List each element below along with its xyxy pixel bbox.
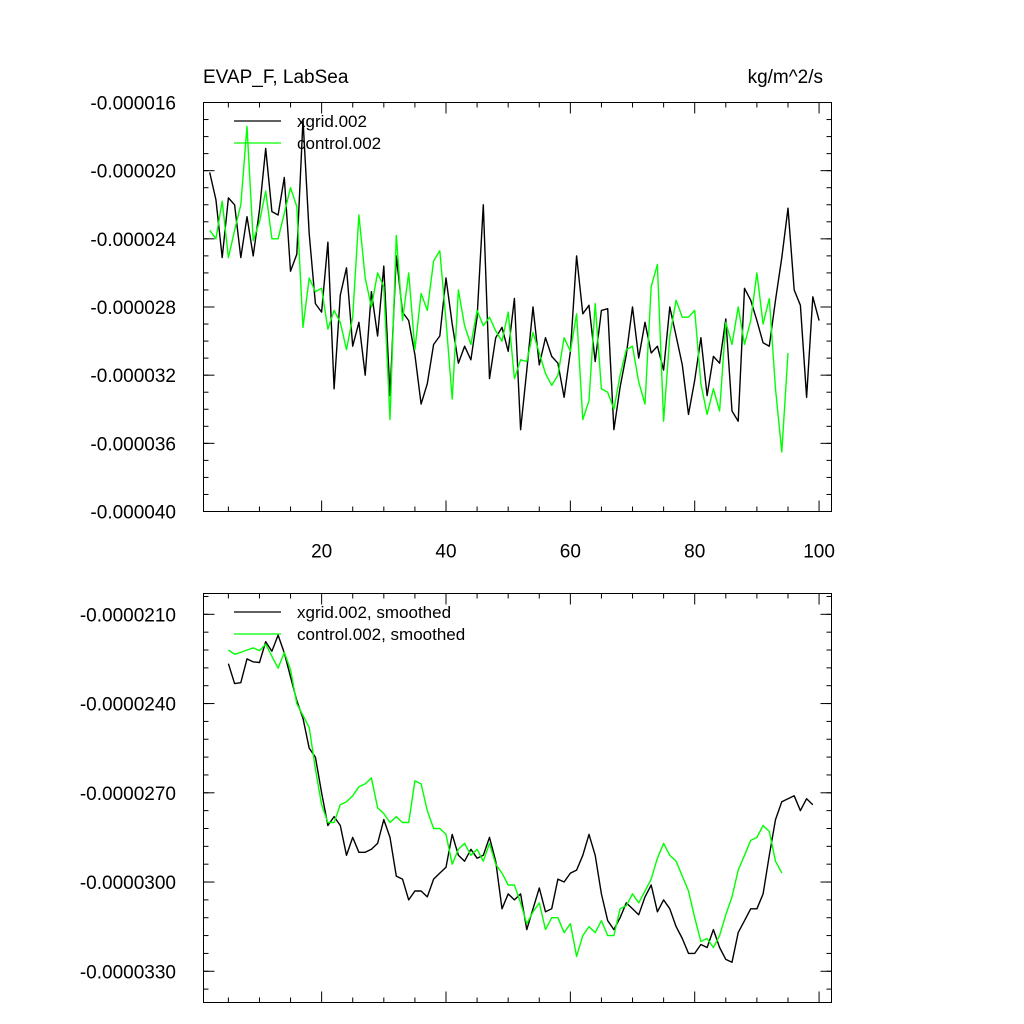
y-tick-label: -0.0000300 [80,873,176,894]
x-axis-labels: 20 40 60 80 100 [311,542,835,563]
series-layer [209,118,820,453]
series-line-xgrid-002 [209,118,820,431]
x-tick-label: 100 [803,542,835,563]
legend-label-control: control.002 [297,134,381,153]
plot-frame [203,593,832,1003]
y-tick-label: -0.000028 [90,298,176,319]
x-tick-label: 80 [684,542,705,563]
y-tick-label: -0.000036 [90,434,176,455]
y-tick-label: -0.0000330 [80,962,176,983]
x-tick-label: 60 [560,542,581,563]
y-tick-label: -0.0000270 [80,784,176,805]
y-tick-label: -0.0000210 [80,605,176,626]
y-tick-label: -0.0000240 [80,695,176,716]
units-label: kg/m^2/s [748,67,823,88]
plot-frame [203,102,832,512]
x-tick-label: 40 [435,542,456,563]
y-tick-label: -0.000020 [90,162,176,183]
series-line-control-002 [209,125,789,453]
legend-label-control-smoothed: control.002, smoothed [297,625,465,644]
y-axis-labels: -0.0000210 -0.0000240 -0.0000270 -0.0000300… [80,605,176,983]
series-line-xgrid-002-smoothed [227,634,814,963]
legend: xgrid.002, smoothed control.002, smoothe… [234,603,465,644]
series-layer [227,634,814,963]
series-line-control-002-smoothed [228,643,783,958]
y-tick-label: -0.000016 [90,94,176,115]
legend: xgrid.002 control.002 [234,112,381,153]
axis-ticks [203,593,832,1003]
y-axis-labels: -0.000016 -0.000020 -0.000024 -0.000028 -0.0… [90,94,176,524]
axis-ticks [203,102,832,512]
y-tick-label: -0.000032 [90,366,176,387]
chart-title: EVAP_F, LabSea [203,67,349,88]
y-tick-label: -0.000040 [90,503,176,524]
legend-label-xgrid: xgrid.002 [297,112,367,131]
x-tick-label: 20 [311,542,332,563]
y-tick-label: -0.000024 [90,230,176,251]
bottom-panel: -0.0000210 -0.0000240 -0.0000270 -0.0000300… [80,593,832,1003]
legend-label-xgrid-smoothed: xgrid.002, smoothed [297,603,451,622]
top-panel: EVAP_F, LabSea kg/m^2/s -0.000016-0.0000… [90,67,834,563]
